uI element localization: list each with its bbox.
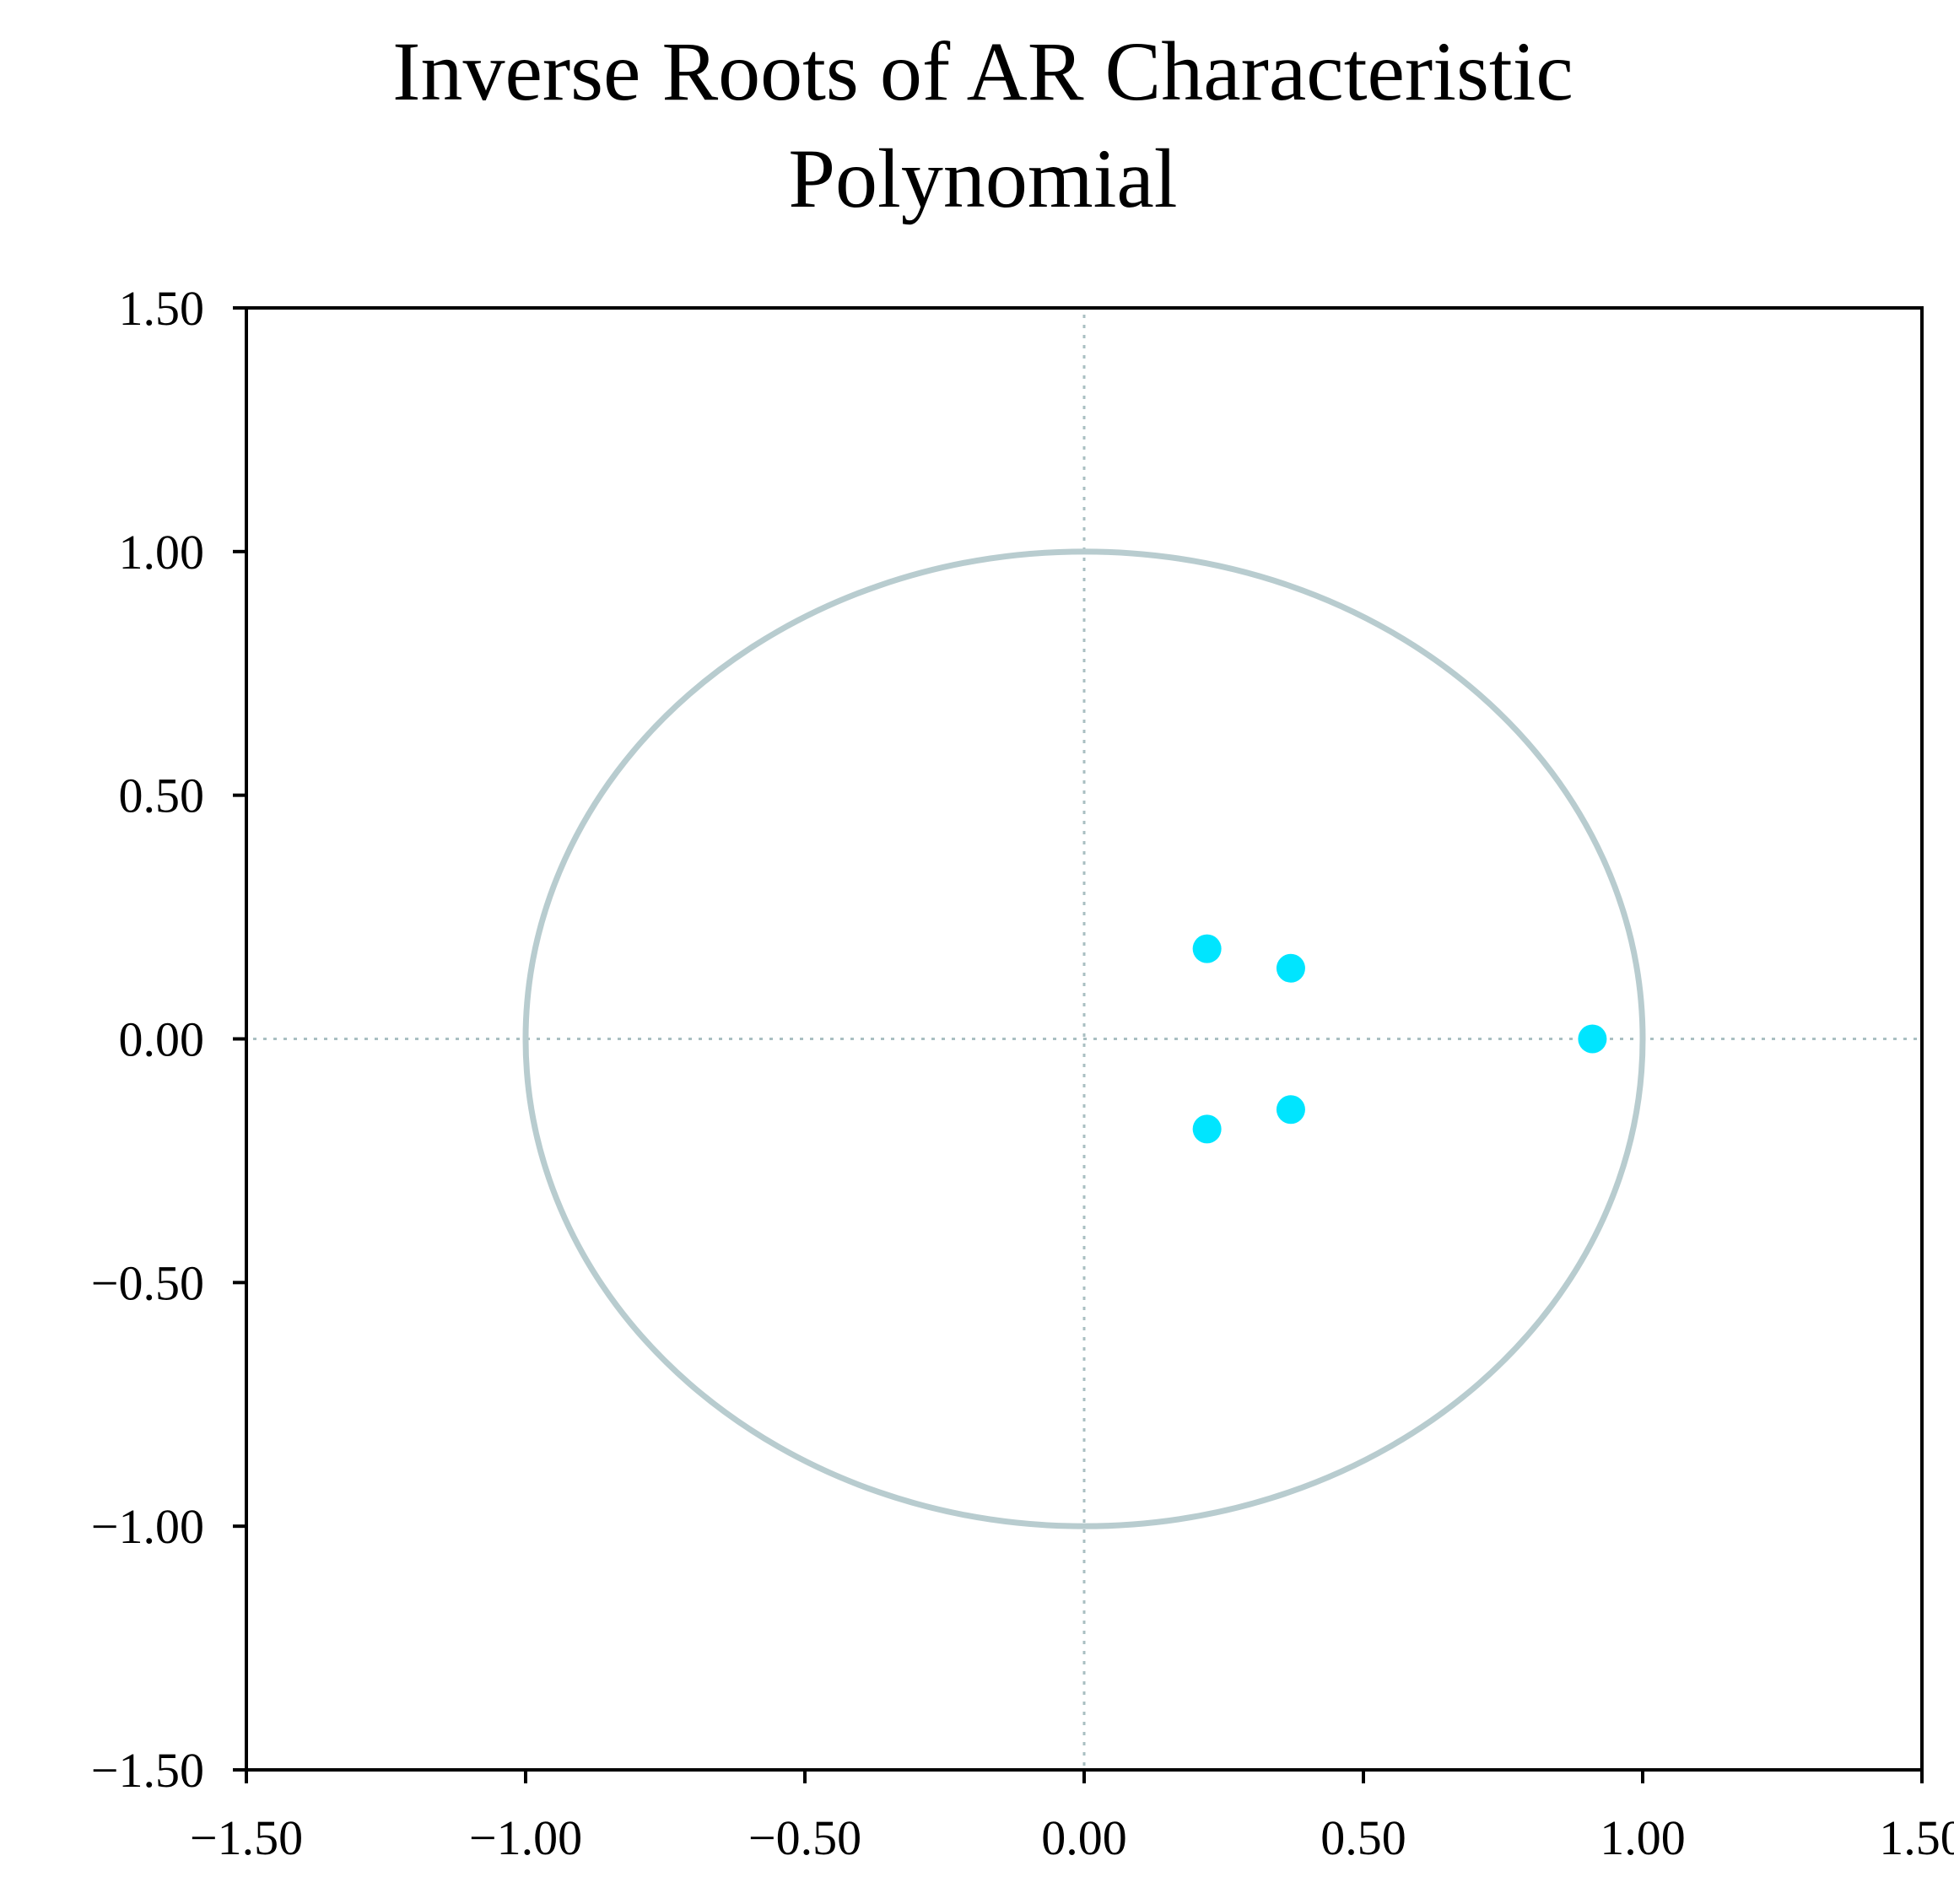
x-tick-label: 1.50 bbox=[1879, 1810, 1954, 1865]
root-point bbox=[1192, 1114, 1222, 1144]
y-tick-label: −1.50 bbox=[91, 1743, 204, 1798]
y-tick-label: 1.00 bbox=[119, 525, 205, 580]
unit-circle bbox=[522, 548, 1646, 1529]
x-tick-label: −0.50 bbox=[748, 1810, 861, 1865]
plot-area: −1.50 −1.00 −0.50 0.00 0.50 1.00 1.50 −1.50 −1.0… bbox=[91, 281, 1954, 1865]
y-tick-label: 1.50 bbox=[119, 281, 205, 336]
x-tick-label: 0.00 bbox=[1041, 1810, 1127, 1865]
x-tick-label: 1.00 bbox=[1600, 1810, 1686, 1865]
y-tick-label: −1.00 bbox=[91, 1499, 204, 1554]
chart-title-line-1: Inverse Roots of AR Characteristic bbox=[392, 24, 1573, 118]
root-point bbox=[1192, 934, 1222, 963]
y-tick-label: −0.50 bbox=[91, 1255, 204, 1310]
y-tick-label: 0.00 bbox=[119, 1012, 205, 1067]
x-tick-label: −1.00 bbox=[469, 1810, 582, 1865]
root-point bbox=[1276, 1095, 1305, 1125]
y-tick-label: 0.50 bbox=[119, 769, 205, 823]
root-point bbox=[1578, 1024, 1607, 1054]
x-tick-label: −1.50 bbox=[190, 1810, 303, 1865]
root-point bbox=[1276, 953, 1305, 983]
x-tick-label: 0.50 bbox=[1320, 1810, 1406, 1865]
chart-title-line-2: Polynomial bbox=[788, 132, 1177, 225]
